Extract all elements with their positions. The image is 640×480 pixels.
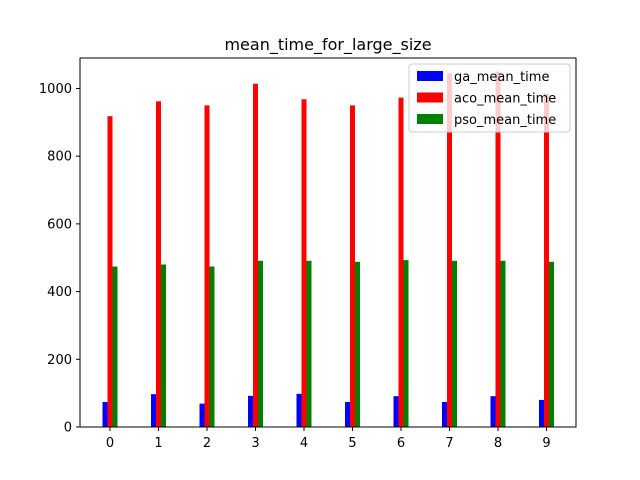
x-tick-label: 9 bbox=[542, 436, 550, 451]
bar-pso_mean_time-4 bbox=[306, 260, 312, 427]
x-tick-label: 4 bbox=[300, 436, 308, 451]
x-tick-label: 3 bbox=[251, 436, 259, 451]
bar-aco_mean_time-6 bbox=[398, 97, 404, 428]
bar-pso_mean_time-8 bbox=[500, 260, 506, 427]
bar-aco_mean_time-0 bbox=[107, 116, 113, 427]
bar-aco_mean_time-7 bbox=[447, 73, 452, 427]
x-tick-label: 5 bbox=[348, 436, 356, 451]
plot-frame bbox=[79, 57, 577, 428]
bar-aco_mean_time-9 bbox=[544, 93, 549, 427]
bar-aco_mean_time-1 bbox=[156, 101, 161, 428]
bar-pso_mean_time-0 bbox=[112, 266, 118, 427]
bar-ga_mean_time-1 bbox=[151, 394, 156, 427]
y-tick-label: 800 bbox=[47, 150, 72, 165]
bar-pso_mean_time-3 bbox=[258, 260, 263, 427]
bar-pso_mean_time-1 bbox=[161, 264, 166, 427]
legend-swatch-aco_mean_time bbox=[417, 92, 443, 103]
x-tick-label: 8 bbox=[494, 436, 502, 451]
x-tick-label: 2 bbox=[203, 436, 211, 451]
bar-ga_mean_time-7 bbox=[442, 401, 447, 427]
bar-pso_mean_time-5 bbox=[355, 261, 360, 427]
legend-label-pso_mean_time: pso_mean_time bbox=[454, 113, 556, 128]
y-tick-label: 400 bbox=[47, 285, 72, 300]
bar-ga_mean_time-2 bbox=[199, 403, 205, 427]
bar-aco_mean_time-4 bbox=[301, 99, 307, 428]
bar-ga_mean_time-3 bbox=[248, 395, 253, 427]
bars-group bbox=[102, 71, 554, 428]
y-tick-label: 600 bbox=[47, 217, 72, 232]
bar-aco_mean_time-2 bbox=[204, 105, 210, 427]
y-tick-label: 200 bbox=[47, 353, 72, 368]
bar-pso_mean_time-7 bbox=[452, 260, 457, 427]
bar-ga_mean_time-0 bbox=[102, 401, 108, 427]
axes-group: 0 1 2 3 4 5 6 7 8 9 0 200 400 600 800 1000 bbox=[39, 57, 577, 451]
bar-ga_mean_time-6 bbox=[393, 396, 399, 427]
bar-ga_mean_time-5 bbox=[345, 401, 350, 427]
y-tick-label: 0 bbox=[64, 421, 72, 436]
bar-aco_mean_time-5 bbox=[350, 105, 355, 427]
bar-aco_mean_time-8 bbox=[495, 71, 501, 427]
legend-label-ga_mean_time: ga_mean_time bbox=[454, 70, 549, 85]
bar-aco_mean_time-3 bbox=[253, 83, 258, 427]
bar-ga_mean_time-9 bbox=[539, 399, 544, 427]
y-tick-label: 1000 bbox=[39, 82, 72, 97]
legend-swatch-ga_mean_time bbox=[417, 71, 443, 81]
x-tick-label: 1 bbox=[154, 436, 162, 451]
bar-pso_mean_time-9 bbox=[549, 261, 554, 427]
bar-ga_mean_time-8 bbox=[490, 396, 496, 427]
legend: ga_mean_time aco_mean_time pso_mean_time bbox=[408, 63, 571, 133]
x-tick-label: 7 bbox=[445, 436, 453, 451]
legend-label-aco_mean_time: aco_mean_time bbox=[454, 92, 556, 107]
x-tick-label: 6 bbox=[397, 436, 405, 451]
bar-pso_mean_time-6 bbox=[403, 260, 409, 427]
x-tick-label: 0 bbox=[106, 436, 114, 451]
chart-title: mean_time_for_large_size bbox=[224, 35, 431, 55]
legend-box bbox=[408, 63, 571, 133]
bar-pso_mean_time-2 bbox=[209, 266, 215, 427]
legend-swatch-pso_mean_time bbox=[417, 114, 443, 124]
bar-ga_mean_time-4 bbox=[296, 393, 302, 427]
